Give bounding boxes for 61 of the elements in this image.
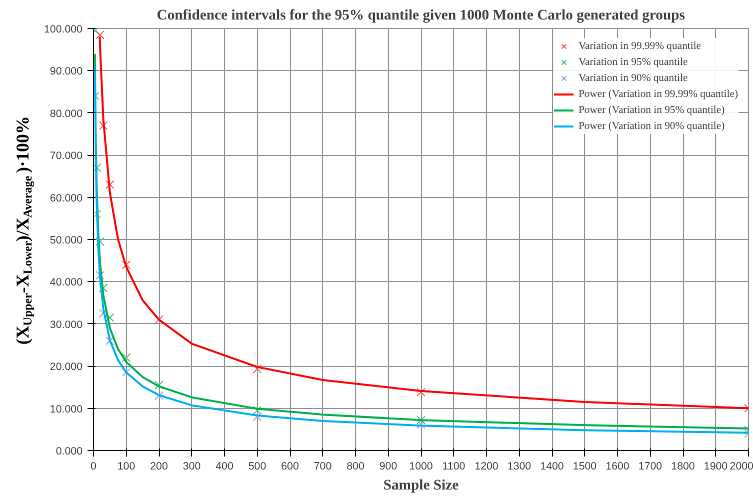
point bbox=[122, 260, 131, 270]
y-tick-label: 70.000 bbox=[50, 150, 83, 162]
legend-label: Variation in 95% quantile bbox=[578, 56, 688, 70]
point bbox=[98, 308, 108, 318]
x-tick-label: 1000 bbox=[409, 460, 433, 472]
x-tick-label: 1600 bbox=[606, 460, 630, 472]
x-tick-label: 0 bbox=[90, 460, 97, 472]
x-tick-label: 200 bbox=[150, 460, 168, 472]
y-tick-label: 100.000 bbox=[44, 24, 83, 36]
x-tick-label: 500 bbox=[248, 460, 266, 472]
point bbox=[96, 237, 104, 246]
x-tick-label: 300 bbox=[182, 460, 201, 472]
x-tick-label: 700 bbox=[314, 460, 332, 472]
x-tick-label: 1700 bbox=[638, 460, 662, 472]
y-tick-label: 50.000 bbox=[50, 234, 83, 246]
y-tick-label: 20.000 bbox=[50, 361, 83, 374]
chart-title: Confidence intervals for the 95% quantile given 1000 Monte Carlo generated groups bbox=[156, 8, 686, 24]
point bbox=[122, 353, 131, 362]
legend-label: Variation in 99.99% quantile bbox=[578, 40, 702, 54]
legend-label: Power (Variation in 90% quantile) bbox=[578, 120, 725, 134]
y-tick-label: 0.000 bbox=[56, 446, 83, 458]
y-tick-label: 80.000 bbox=[50, 108, 83, 120]
point bbox=[416, 420, 426, 429]
x-tick-label: 900 bbox=[379, 460, 398, 472]
x-tick-label: 1300 bbox=[507, 460, 532, 472]
x-tick-label: 800 bbox=[346, 460, 364, 472]
x-tick-label: 1500 bbox=[572, 460, 597, 472]
point bbox=[96, 270, 104, 280]
x-tick-label: 1800 bbox=[671, 460, 695, 472]
x-tick-label: 1100 bbox=[442, 460, 466, 472]
point bbox=[98, 284, 108, 292]
x-tick-label: 1900 bbox=[704, 460, 728, 472]
point bbox=[94, 210, 102, 219]
point bbox=[154, 380, 164, 390]
legend-label: Power (Variation in 95% quantile) bbox=[578, 104, 725, 118]
x-tick-label: 1400 bbox=[540, 460, 564, 472]
x-tick-label: 600 bbox=[281, 460, 299, 472]
point bbox=[252, 364, 262, 374]
point bbox=[252, 412, 262, 422]
point bbox=[252, 406, 262, 415]
point bbox=[416, 416, 426, 425]
point bbox=[94, 163, 102, 172]
x-tick-label: 100 bbox=[117, 460, 136, 472]
legend-label: Power (Variation in 99.99% quantile) bbox=[578, 88, 738, 102]
y-axis-title: (XUpper-XLower)/XAverage)·100% bbox=[12, 116, 34, 345]
y-tick-label: 10.000 bbox=[50, 403, 83, 416]
point bbox=[154, 391, 164, 400]
x-tick-label: 1200 bbox=[474, 460, 498, 472]
point bbox=[416, 388, 426, 397]
y-tick-label: 40.000 bbox=[50, 276, 83, 289]
y-tick-label: 30.000 bbox=[50, 318, 83, 331]
point bbox=[96, 30, 104, 40]
x-axis-title: Sample Size bbox=[383, 478, 460, 494]
legend-label: Variation in 90% quantile bbox=[578, 72, 688, 86]
x-tick-label: 2000 bbox=[730, 460, 753, 472]
point bbox=[105, 180, 114, 190]
point bbox=[105, 336, 114, 346]
x-tick-label: 400 bbox=[216, 460, 234, 472]
y-tick-label: 90.000 bbox=[50, 66, 83, 78]
y-tick-label: 60.000 bbox=[50, 192, 83, 204]
point bbox=[98, 121, 108, 130]
